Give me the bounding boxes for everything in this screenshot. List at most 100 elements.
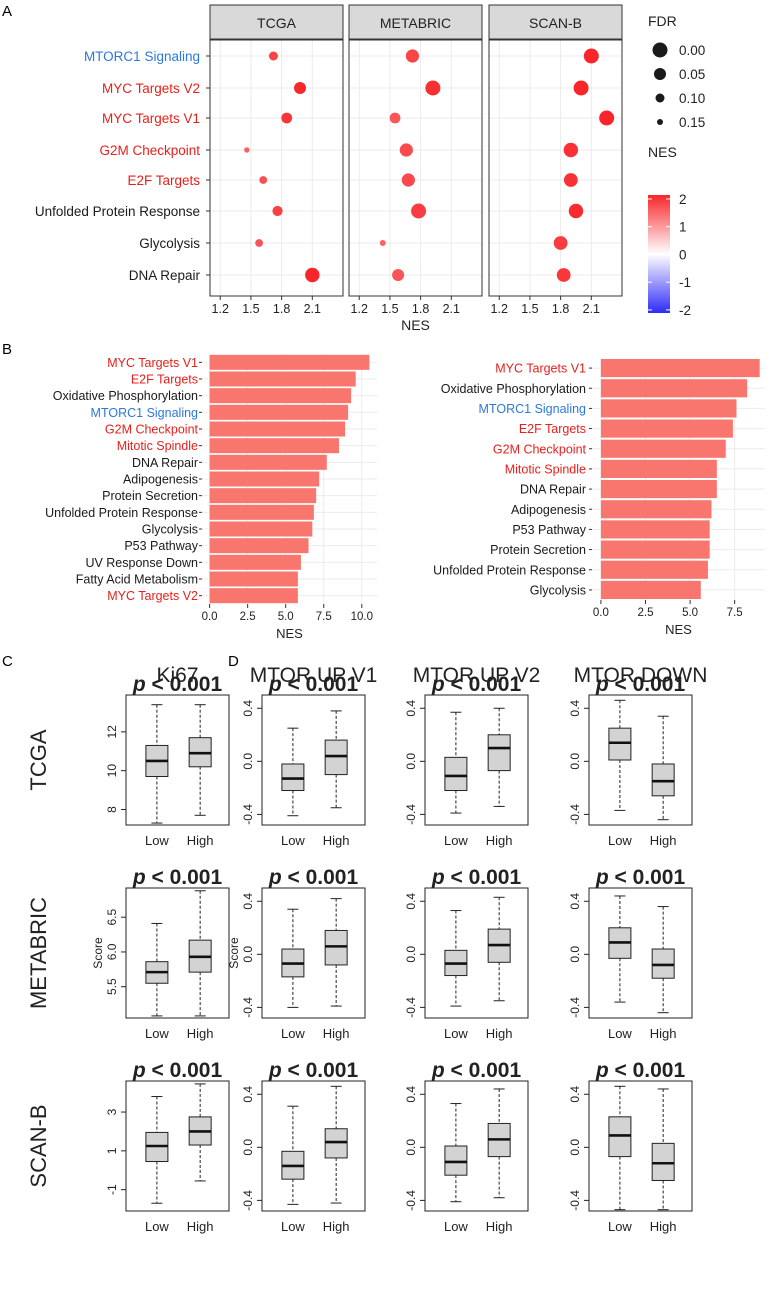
- box-scan-b-mtor-up-v1-y-tick-label: 0.4: [241, 1086, 255, 1103]
- panel-a-dotplot: TCGA 1.2 1.5 1.8 2.1 METABRIC 1.2 1.5 1.8 2.1 SCAN…: [35, 4, 705, 333]
- box-tcga-mtor-up-v1-p-symbol: p: [268, 673, 282, 696]
- b-left-label-myc-targets-v1: MYC Targets V1: [107, 356, 198, 370]
- box-scan-b-ki67-group-label-high: High: [187, 1219, 214, 1234]
- box-tcga-mtor-up-v1-iqr-low: [281, 763, 305, 792]
- box-metabric-ki67-y-tick-label: 6.5: [105, 909, 119, 926]
- b-left-bar-myc-targets-v2: [209, 588, 298, 604]
- box-tcga-mtor-down-iqr-high: [651, 763, 675, 797]
- box-tcga-mtor-down-y-tick-label: 0.0: [568, 753, 582, 770]
- dot-tcga-e2f-targets: [259, 176, 268, 184]
- box-metabric-mtor-up-v1-group-label-high: High: [323, 1026, 350, 1041]
- b-right-x-tick-label: 0.0: [593, 607, 609, 619]
- panel-cd-boxplots: Ki67 MTOR UP V1 MTOR UP V2 MTOR DOWN TCGA MET…: [26, 664, 707, 1234]
- box-metabric-ki67-frame: [125, 887, 230, 1019]
- dot-tcga-g2m-checkpoint: [244, 147, 250, 153]
- box-tcga-mtor-down-group-label-low: Low: [608, 833, 632, 848]
- box-tcga-mtor-down-y-tick-label: 0.4: [568, 700, 582, 717]
- box-scan-b-mtor-up-v1-y-tick-label: -0.4: [241, 1190, 255, 1211]
- box-metabric-mtor-up-v1-frame: [261, 887, 366, 1019]
- b-right-label-unfolded-protein-response: Unfolded Protein Response: [433, 563, 586, 577]
- b-right-label-adipogenesis: Adipogenesis: [511, 503, 586, 517]
- b-right-label-g2m-checkpoint: G2M Checkpoint: [493, 442, 587, 456]
- box-scan-b-mtor-down-p-symbol: p: [595, 1059, 609, 1082]
- b-left-x-tick-label: 7.5: [316, 611, 332, 623]
- b-right-x-axis-title: NES: [665, 622, 692, 637]
- box-scan-b-mtor-up-v2-p-value: p < 0.001: [431, 1059, 522, 1082]
- facet-title: TCGA: [257, 15, 297, 31]
- facet-strip: [488, 4, 623, 40]
- panel-label-b: B: [2, 341, 12, 358]
- b-left-label-glycolysis: Glycolysis: [142, 523, 198, 537]
- box-scan-b-mtor-up-v1-y-tick-label: 0.0: [241, 1139, 255, 1156]
- box-scan-b-mtor-down-iqr-low: [608, 1116, 632, 1158]
- box-scan-b-mtor-down-y-tick-label: -0.4: [568, 1190, 582, 1211]
- box-metabric-mtor-up-v1-iqr-high: [324, 929, 348, 966]
- box-metabric-ki67-group-label-low: Low: [145, 1026, 169, 1041]
- box-scan-b-mtor-up-v1-p-value: p < 0.001: [268, 1059, 359, 1082]
- dot-scan-b-dna-repair: [556, 268, 571, 282]
- box-metabric-ki67-y-tick-label: 5.5: [105, 978, 119, 995]
- b-right-bar-mitotic-spindle: [600, 459, 717, 478]
- b-right-label-mtorc1-signaling: MTORC1 Signaling: [479, 402, 587, 416]
- facet-title: METABRIC: [380, 15, 451, 31]
- category-label-g2m-checkpoint: G2M Checkpoint: [99, 143, 200, 158]
- box-scan-b-mtor-down-y-tick-label: 0.0: [568, 1139, 582, 1156]
- box-metabric-mtor-up-v2-p-value: p < 0.001: [431, 866, 522, 889]
- b-left-bar-myc-targets-v1: [209, 354, 370, 370]
- legend-fdr-label: 0.10: [679, 91, 705, 106]
- box-scan-b-mtor-up-v2-group-label-high: High: [486, 1219, 513, 1234]
- b-left-bar-unfolded-protein-response: [209, 504, 314, 520]
- category-label-glycolysis: Glycolysis: [139, 236, 200, 251]
- b-right-bar-unfolded-protein-response: [600, 560, 708, 579]
- x-tick-label: 2.1: [304, 302, 321, 316]
- b-left-label-protein-secretion: Protein Secretion: [102, 489, 198, 503]
- dot-metabric-mtorc1-signaling: [405, 49, 420, 63]
- facet-panel: [348, 39, 483, 297]
- box-tcga-mtor-up-v1-p-value: p < 0.001: [268, 673, 359, 696]
- box-metabric-mtor-up-v1-y-tick-label: 0.0: [241, 946, 255, 963]
- box-scan-b-mtor-up-v2-group-label-low: Low: [444, 1219, 468, 1234]
- category-label-myc-targets-v1: MYC Targets V1: [102, 111, 200, 126]
- facet-panel: [488, 39, 623, 297]
- box-tcga-mtor-up-v1-group-label-high: High: [323, 833, 350, 848]
- box-scan-b-mtor-down-group-label-low: Low: [608, 1219, 632, 1234]
- x-tick-label: 1.2: [212, 302, 229, 316]
- legend-fdr-label: 0.15: [679, 115, 705, 130]
- b-left-label-fatty-acid-metabolism: Fatty Acid Metabolism: [76, 573, 198, 587]
- facet-panel: [209, 39, 344, 297]
- dot-metabric-g2m-checkpoint: [399, 143, 413, 157]
- box-scan-b-mtor-down-y-tick-label: 0.4: [568, 1086, 582, 1103]
- box-tcga-ki67-p-symbol: p: [132, 673, 146, 696]
- b-left-bar-adipogenesis: [209, 471, 320, 487]
- b-left-bar-mtorc1-signaling: [209, 404, 349, 420]
- b-left-bar-uv-response-down: [209, 554, 301, 570]
- b-right-label-e2f-targets: E2F Targets: [519, 422, 586, 436]
- column-title-ki67: Ki67: [156, 664, 198, 687]
- box-tcga-ki67-p-value: p < 0.001: [132, 673, 223, 696]
- category-label-myc-targets-v2: MYC Targets V2: [102, 81, 200, 96]
- box-metabric-mtor-up-v2-y-tick-label: 0.0: [404, 946, 418, 963]
- dot-scan-b-mtorc1-signaling: [583, 48, 599, 64]
- b-left-x-tick-label: 2.5: [240, 611, 256, 623]
- box-metabric-ki67-p-value: p < 0.001: [132, 866, 223, 889]
- b-left-x-axis-title: NES: [276, 626, 303, 641]
- box-metabric-mtor-up-v2-y-tick-label: -0.4: [404, 997, 418, 1018]
- dot-tcga-unfolded-protein-response: [272, 205, 283, 217]
- panel-label-c: C: [2, 653, 13, 670]
- box-scan-b-ki67-y-tick-label: 3: [105, 1108, 119, 1115]
- box-metabric-mtor-down-p-value: p < 0.001: [595, 866, 686, 889]
- legend-fdr-dot: [652, 42, 668, 58]
- row-title-metabric: METABRIC: [26, 897, 51, 1009]
- box-scan-b-mtor-up-v2-y-tick-label: 0.4: [404, 1086, 418, 1103]
- box-scan-b-mtor-up-v1-p-symbol: p: [268, 1059, 282, 1082]
- box-metabric-mtor-down-y-tick-label: -0.4: [568, 997, 582, 1018]
- b-left-x-tick-label: 10.0: [351, 611, 373, 623]
- b-left-bar-e2f-targets: [209, 371, 356, 387]
- b-left-label-e2f-targets: E2F Targets: [131, 373, 198, 387]
- b-left-bar-mitotic-spindle: [209, 438, 339, 454]
- x-tick-label: 1.5: [242, 302, 259, 316]
- box-tcga-mtor-up-v2-iqr-low: [444, 756, 468, 792]
- dot-tcga-dna-repair: [305, 267, 320, 283]
- b-left-bar-dna-repair: [209, 454, 327, 470]
